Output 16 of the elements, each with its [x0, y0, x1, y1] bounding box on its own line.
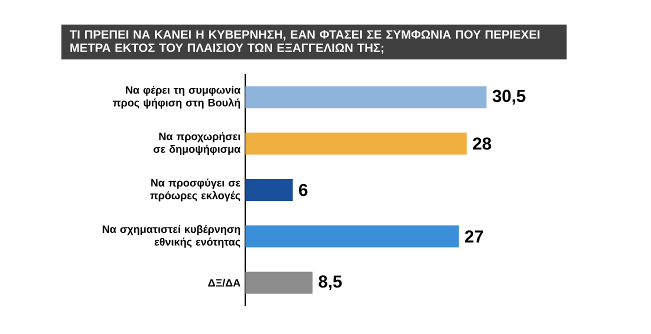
data-label: 27	[465, 230, 483, 242]
bar	[245, 225, 459, 248]
data-label: 6	[299, 184, 308, 196]
y-tick-label: Να φέρει τη συμφωνία προς ψήφιση στη Βουλή	[112, 86, 240, 109]
data-label: 28	[472, 137, 492, 150]
bar	[245, 178, 293, 201]
chart-title: ΤΙ ΠΡΕΠΕΙ ΝΑ ΚΑΝΕΙ Η ΚΥΒΕΡΝΗΣΗ, ΕΑΝ ΦΤΑΣΕΙ ΣΕ ΣΥΜΦΩΝΙΑ ΠΟΥ ΠΕΡΙΕΧΕΙ ΜΕΤΡΑ ΕΚΤΟΣ ΤΟΥ ΠΛΑΙΣΙΟΥ ΤΩΝ ΕΞΑΓΓΕΛΙΩΝ ΤΗΣ;	[70, 30, 540, 54]
y-tick-label: Να προσφύγει σε πρόωρες εκλογές	[150, 178, 240, 202]
y-tick-label: ΔΞ/ΔΑ	[208, 278, 240, 287]
data-label: 30,5	[492, 90, 526, 105]
y-tick-label: Να προχωρήσει σε δημοψήφισμα	[154, 132, 241, 155]
data-label: 8,5	[318, 275, 342, 290]
y-tick-label: Να σχηματιστεί κυβέρνηση εθνικής ενότητας	[102, 225, 240, 248]
bar	[245, 132, 467, 155]
bar	[245, 86, 487, 108]
bar	[245, 272, 313, 294]
